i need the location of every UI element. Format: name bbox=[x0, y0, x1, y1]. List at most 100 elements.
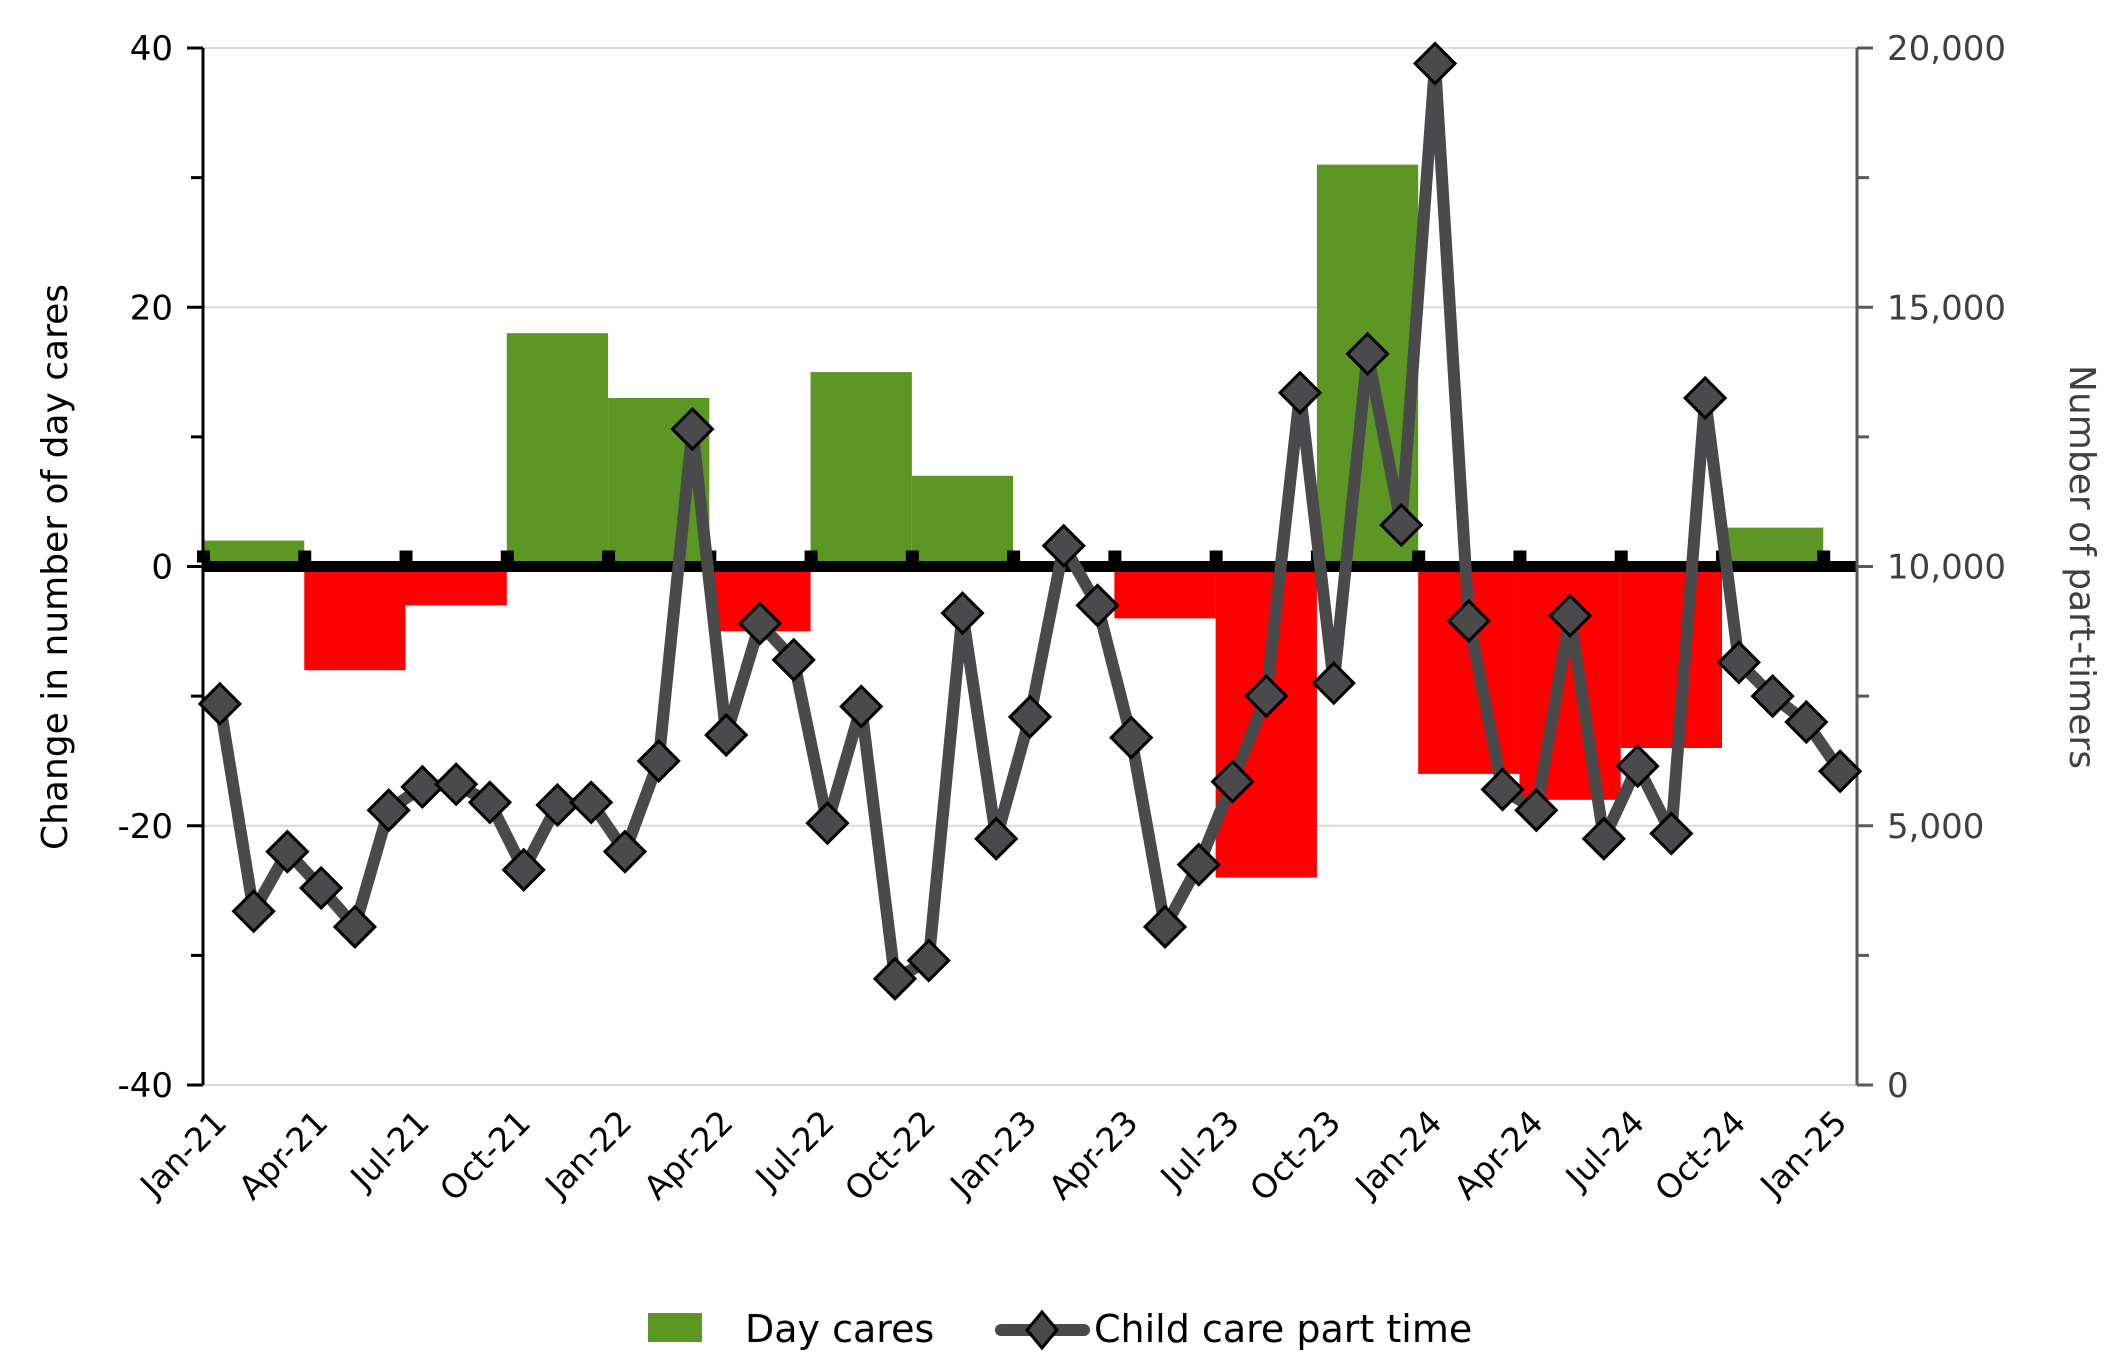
point-Oct-21 bbox=[501, 847, 546, 892]
x-tick-label: Apr-21 bbox=[231, 1103, 336, 1208]
point-Jan-24 bbox=[1412, 41, 1458, 86]
legend-diamond-icon bbox=[1025, 1309, 1059, 1351]
point-Mar-22 bbox=[670, 406, 715, 452]
bar-Oct-24 bbox=[1721, 527, 1824, 567]
y-axis-title: Change in number of day cares bbox=[35, 284, 76, 850]
y2-tick-label: 5,000 bbox=[1887, 807, 1984, 847]
point-Jul-24 bbox=[1615, 744, 1660, 789]
point-Nov-24 bbox=[1750, 674, 1795, 719]
point-Jan-22 bbox=[602, 829, 648, 874]
point-Jul-22 bbox=[805, 801, 850, 846]
bar-Jul-24 bbox=[1620, 566, 1722, 748]
point-Nov-23 bbox=[1345, 331, 1390, 377]
x-tick-label: Jul-22 bbox=[747, 1103, 842, 1198]
point-Sep-22 bbox=[872, 956, 918, 1001]
point-Sep-21 bbox=[467, 780, 513, 825]
x-tick-label: Oct-24 bbox=[1647, 1103, 1753, 1209]
point-Jul-21 bbox=[400, 764, 445, 809]
x-tick-mark bbox=[1412, 550, 1426, 563]
y-tick-label: 20 bbox=[130, 288, 173, 328]
point-Dec-21 bbox=[569, 780, 614, 825]
point-Aug-22 bbox=[839, 684, 884, 729]
point-Apr-21 bbox=[299, 865, 344, 911]
point-May-23 bbox=[1142, 904, 1188, 949]
child-care-part-time-line bbox=[197, 41, 1863, 1001]
point-Sep-23 bbox=[1277, 370, 1323, 415]
point-Feb-22 bbox=[636, 738, 681, 784]
bar-Apr-23 bbox=[1114, 566, 1216, 619]
y2-tick-label: 0 bbox=[1887, 1066, 1909, 1106]
x-tick-label: Jan-22 bbox=[536, 1103, 639, 1206]
point-May-22 bbox=[737, 601, 783, 646]
x-tick-mark bbox=[1817, 550, 1831, 563]
y2-tick-label: 20,000 bbox=[1887, 29, 2006, 69]
point-Feb-24 bbox=[1446, 598, 1491, 644]
point-Oct-22 bbox=[906, 938, 951, 983]
point-Aug-23 bbox=[1244, 674, 1289, 719]
x-tick-label: Jan-23 bbox=[941, 1103, 1044, 1206]
x-tick-mark bbox=[1614, 550, 1628, 563]
day-cares-bars bbox=[203, 164, 1824, 878]
x-tick-mark bbox=[602, 550, 616, 563]
point-Dec-22 bbox=[974, 816, 1019, 861]
y2-axis-title: Number of part-timers bbox=[2061, 365, 2102, 769]
x-tick-label: Oct-21 bbox=[432, 1103, 538, 1209]
x-tick-label: Apr-24 bbox=[1446, 1103, 1551, 1208]
point-Nov-21 bbox=[535, 782, 580, 828]
point-Jun-23 bbox=[1176, 842, 1221, 887]
point-Jan-23 bbox=[1007, 694, 1053, 739]
x-tick-label: Jan-21 bbox=[131, 1103, 234, 1206]
point-Jun-22 bbox=[771, 637, 816, 682]
y-tick-label: 40 bbox=[130, 29, 173, 69]
x-tick-mark bbox=[1108, 550, 1122, 563]
point-Oct-23 bbox=[1311, 661, 1356, 706]
bar-Jul-22 bbox=[810, 372, 912, 567]
bar-Oct-21 bbox=[506, 333, 609, 567]
x-tick-label: Oct-23 bbox=[1242, 1103, 1348, 1209]
point-Apr-23 bbox=[1109, 715, 1154, 760]
point-Dec-24 bbox=[1784, 699, 1829, 745]
y2-tick-label: 15,000 bbox=[1887, 288, 2006, 328]
zero-line bbox=[197, 550, 1857, 572]
x-tick-label: Jan-24 bbox=[1346, 1103, 1449, 1206]
point-Nov-22 bbox=[940, 591, 985, 636]
y-tick-label: 0 bbox=[151, 548, 173, 588]
point-May-24 bbox=[1547, 593, 1593, 638]
x-tick-mark bbox=[905, 550, 919, 563]
point-Jun-21 bbox=[366, 788, 411, 833]
point-Apr-24 bbox=[1514, 788, 1559, 833]
legend-child-care-label: Child care part time bbox=[1094, 1307, 1472, 1351]
legend-day-cares-swatch bbox=[648, 1313, 702, 1342]
bar-Jul-23 bbox=[1215, 566, 1317, 878]
x-tick-mark bbox=[500, 550, 514, 563]
point-Apr-22 bbox=[704, 712, 749, 758]
point-Aug-21 bbox=[434, 762, 479, 807]
y2-tick-label: 10,000 bbox=[1887, 548, 2006, 588]
x-tick-label: Jul-24 bbox=[1557, 1103, 1652, 1198]
point-Oct-24 bbox=[1716, 640, 1761, 685]
legend: Day cares Child care part time bbox=[648, 1307, 1472, 1351]
x-tick-mark bbox=[399, 550, 413, 563]
y-tick-label: -20 bbox=[117, 807, 173, 847]
point-Jan-25 bbox=[1818, 749, 1863, 794]
point-Mar-23 bbox=[1075, 583, 1120, 628]
bar-Oct-22 bbox=[911, 475, 1014, 567]
x-tick-mark bbox=[1513, 550, 1527, 563]
gridlines bbox=[203, 47, 1857, 1086]
bar-Apr-21 bbox=[304, 566, 406, 671]
point-Jun-24 bbox=[1581, 816, 1626, 861]
x-tick-mark bbox=[1007, 550, 1021, 563]
point-Mar-21 bbox=[265, 829, 310, 874]
x-tick-label: Apr-22 bbox=[636, 1103, 741, 1208]
x-tick-label: Jan-25 bbox=[1751, 1103, 1854, 1206]
point-Aug-24 bbox=[1649, 811, 1694, 856]
point-Jan-21 bbox=[197, 681, 242, 727]
bar-Jul-21 bbox=[405, 566, 507, 606]
y-tick-label: -40 bbox=[117, 1066, 173, 1106]
legend-day-cares-label: Day cares bbox=[745, 1307, 934, 1351]
x-tick-mark bbox=[298, 550, 312, 563]
x-tick-label: Jul-23 bbox=[1152, 1103, 1247, 1198]
x-tick-mark bbox=[804, 550, 818, 563]
point-Jul-23 bbox=[1210, 759, 1255, 804]
